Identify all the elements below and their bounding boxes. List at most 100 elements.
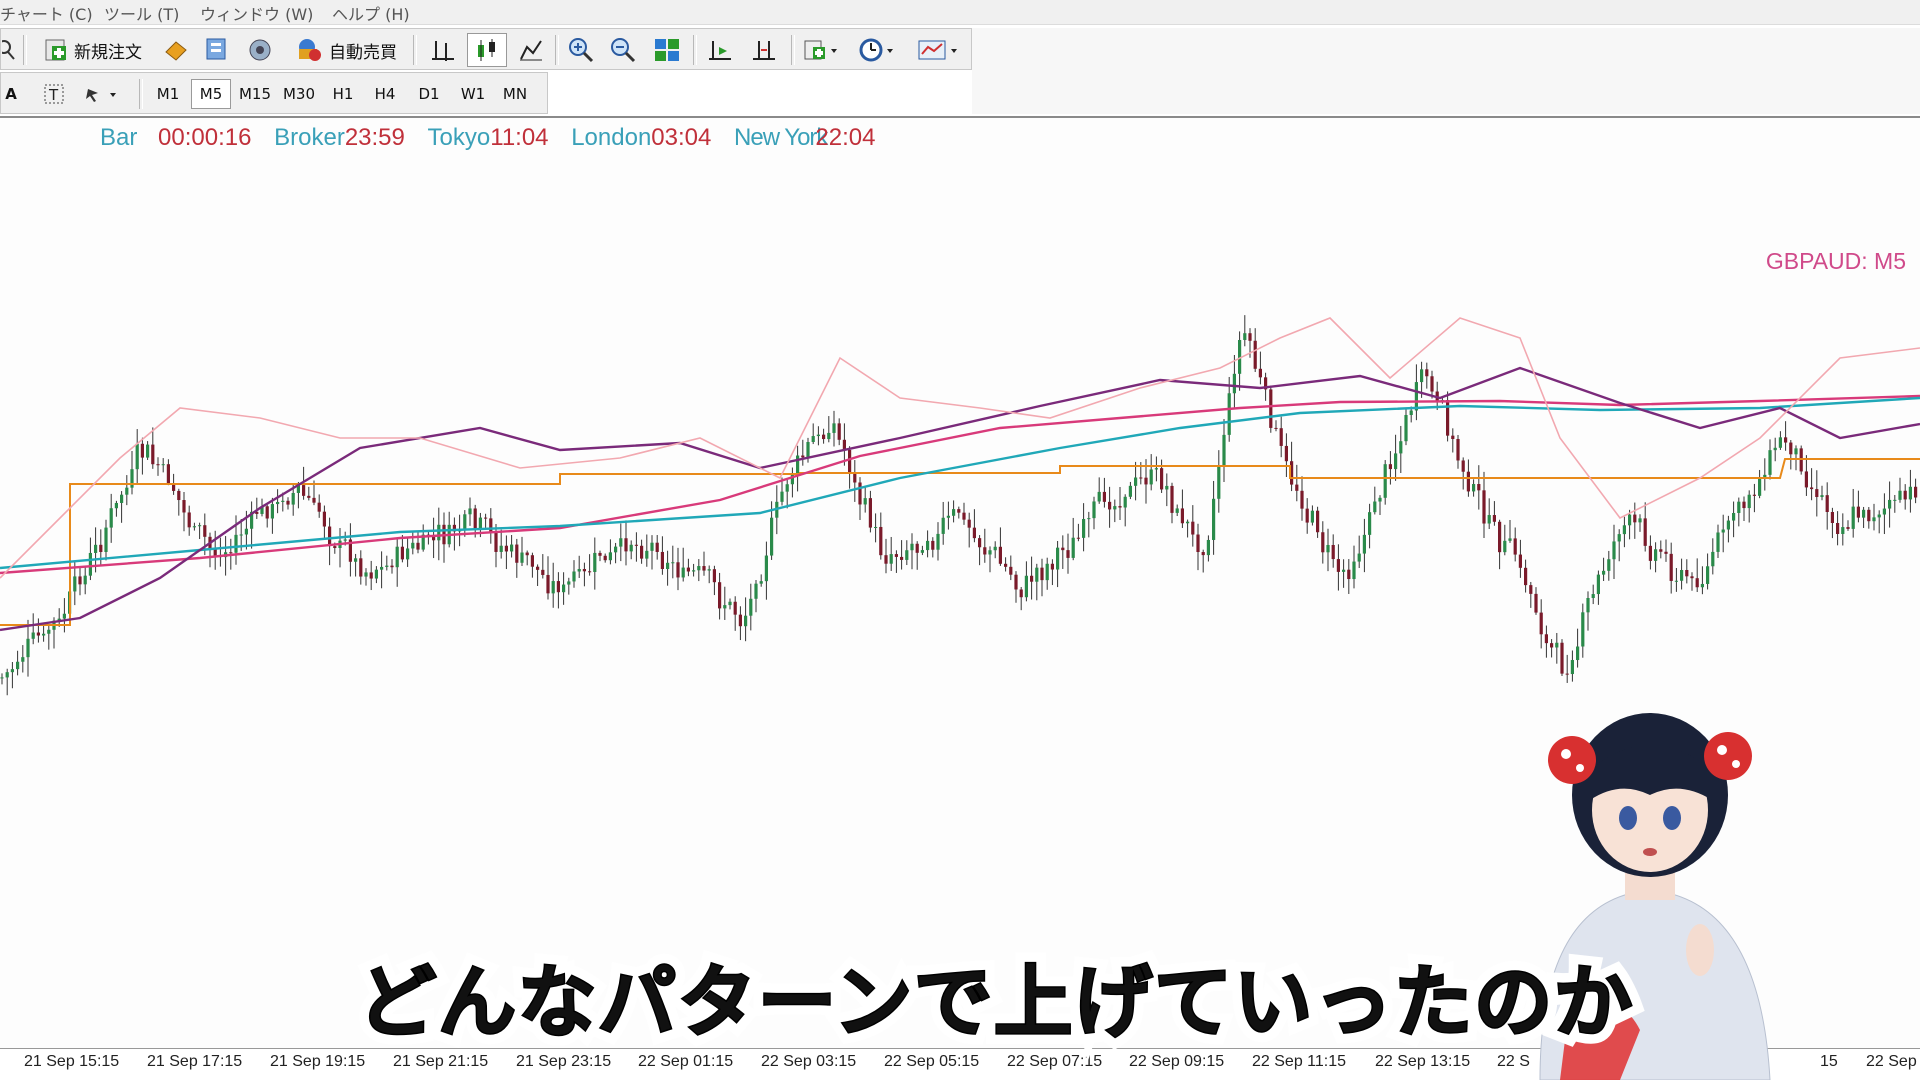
candle-body <box>1716 532 1720 552</box>
autoscroll-icon[interactable] <box>745 33 783 67</box>
templates-icon[interactable] <box>913 33 965 67</box>
candle-body <box>265 506 269 519</box>
candle-body <box>1841 527 1845 534</box>
candle-body <box>1321 532 1325 553</box>
search-icon[interactable] <box>1 33 17 67</box>
candle-body <box>1664 551 1668 554</box>
candle-body <box>1498 521 1502 553</box>
candle-body <box>187 512 191 528</box>
text-tool-icon[interactable]: A <box>5 85 17 103</box>
candle-body <box>972 527 976 539</box>
candle-body <box>551 581 555 594</box>
candle-body <box>94 544 98 553</box>
periods-icon[interactable] <box>853 33 901 67</box>
candle-body <box>1914 486 1918 498</box>
tile-windows-icon[interactable] <box>649 33 685 67</box>
candle-body <box>1134 477 1138 486</box>
candle-body <box>140 443 144 458</box>
line-chart-icon[interactable] <box>513 33 549 67</box>
candle-body <box>1414 382 1418 411</box>
candle-body <box>239 534 243 536</box>
candle-body <box>1191 521 1195 535</box>
bucket-icon[interactable] <box>159 33 191 67</box>
new-order-button[interactable]: 新規注文 <box>35 33 151 67</box>
time-tick: 22 Sep 13:15 <box>1375 1053 1471 1070</box>
timeframe-m15[interactable]: M15 <box>238 85 272 103</box>
menu-tools[interactable]: ツール (T) <box>104 5 180 24</box>
menu-chart[interactable]: チャート (C) <box>0 5 93 24</box>
candle-body <box>1212 498 1216 540</box>
candle-body <box>5 672 9 678</box>
candle-body <box>21 657 25 662</box>
candle-body <box>1248 333 1252 341</box>
menu-window[interactable]: ウィンドウ (W) <box>200 5 314 24</box>
indicators-icon[interactable] <box>797 33 845 67</box>
timeframe-h1[interactable]: H1 <box>332 85 354 103</box>
candle-body <box>582 568 586 572</box>
candle-body <box>1586 598 1590 613</box>
candle-body <box>234 534 238 553</box>
candle-body <box>910 543 914 551</box>
candle-body <box>1773 447 1777 451</box>
chart-canvas[interactable] <box>0 118 1920 1050</box>
time-tick: 22 Sep 09:15 <box>1129 1053 1225 1070</box>
candle-body <box>302 485 306 496</box>
candle-body <box>1544 634 1548 644</box>
timeframe-m5[interactable]: M5 <box>191 79 231 109</box>
candlestick-icon[interactable] <box>467 33 507 67</box>
candle-body <box>1404 415 1408 442</box>
market-watch-icon[interactable] <box>199 33 235 67</box>
zoom-in-icon[interactable] <box>563 33 599 67</box>
candle-body <box>759 581 763 584</box>
candle-body <box>1747 494 1751 509</box>
candle-body <box>884 555 888 564</box>
candle-body <box>650 542 654 551</box>
candle-body <box>1004 563 1008 567</box>
candle-body <box>1394 453 1398 470</box>
candle-body <box>135 443 139 470</box>
bar-chart-icon[interactable] <box>425 33 461 67</box>
candle-body <box>354 558 358 562</box>
candle-body <box>416 542 420 550</box>
candle-body <box>1118 506 1122 508</box>
candle-body <box>879 526 883 556</box>
london-label: London <box>571 124 652 151</box>
newyork-value: 22:04 <box>815 124 876 151</box>
time-tick: 21 Sep 23:15 <box>516 1053 612 1070</box>
candle-body <box>1456 438 1460 461</box>
subtitle-caption: どんなパターンで上げていったのか <box>356 957 1635 1050</box>
symbol-label: GBPAUD: M5 <box>1765 248 1906 274</box>
candle-body <box>1638 518 1642 523</box>
auto-trade-label: 自動売買 <box>329 42 397 63</box>
candle-body <box>1565 673 1569 675</box>
text-label-icon[interactable]: T <box>39 79 69 109</box>
timeframe-d1[interactable]: D1 <box>418 85 440 103</box>
menu-help[interactable]: ヘルプ (H) <box>332 5 410 24</box>
candle-body <box>853 473 857 483</box>
zoom-out-icon[interactable] <box>605 33 641 67</box>
timeframe-h4[interactable]: H4 <box>374 85 396 103</box>
timeframe-m30[interactable]: M30 <box>282 85 316 103</box>
candle-body <box>1071 537 1075 558</box>
candle-body <box>894 554 898 557</box>
candle-body <box>1175 508 1179 513</box>
signals-icon[interactable] <box>243 33 277 67</box>
candle-body <box>889 554 893 564</box>
auto-trade-button[interactable]: 自動売買 <box>287 33 405 67</box>
svg-text:T: T <box>48 86 59 104</box>
time-tick: 21 Sep 21:15 <box>393 1053 489 1070</box>
candle-body <box>770 517 774 556</box>
candle-body <box>1154 468 1158 470</box>
chart-shift-icon[interactable] <box>701 33 739 67</box>
bar-label: Bar <box>100 124 138 151</box>
candle-body <box>484 517 488 519</box>
timeframe-w1[interactable]: W1 <box>460 85 486 103</box>
candle-body <box>676 562 680 578</box>
candle-body <box>385 565 389 567</box>
candle-body <box>541 569 545 575</box>
timeframe-m1[interactable]: M1 <box>156 85 180 103</box>
timeframe-mn[interactable]: MN <box>502 85 528 103</box>
candle-body <box>432 537 436 541</box>
candle-body <box>926 540 930 551</box>
arrows-dropdown-icon[interactable] <box>81 79 127 109</box>
